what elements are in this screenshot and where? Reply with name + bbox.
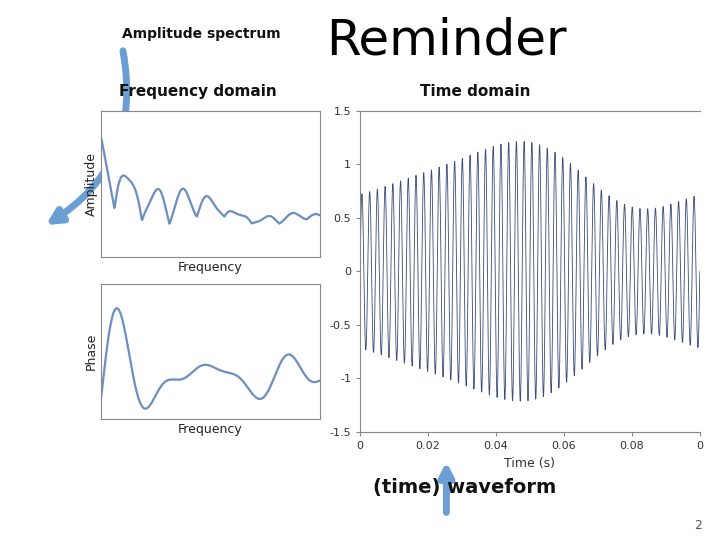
Text: Time domain: Time domain	[420, 84, 531, 99]
FancyArrowPatch shape	[52, 51, 127, 221]
Text: 2: 2	[694, 519, 702, 532]
Text: Frequency domain: Frequency domain	[119, 84, 277, 99]
X-axis label: Frequency: Frequency	[179, 423, 243, 436]
Text: (time) waveform: (time) waveform	[373, 478, 556, 497]
X-axis label: Time (s): Time (s)	[505, 457, 555, 470]
FancyArrowPatch shape	[441, 469, 452, 512]
Y-axis label: Phase: Phase	[85, 332, 98, 370]
Text: Reminder: Reminder	[326, 16, 567, 64]
X-axis label: Frequency: Frequency	[179, 261, 243, 274]
Y-axis label: Amplitude: Amplitude	[85, 152, 98, 215]
Text: Amplitude spectrum: Amplitude spectrum	[122, 27, 281, 41]
